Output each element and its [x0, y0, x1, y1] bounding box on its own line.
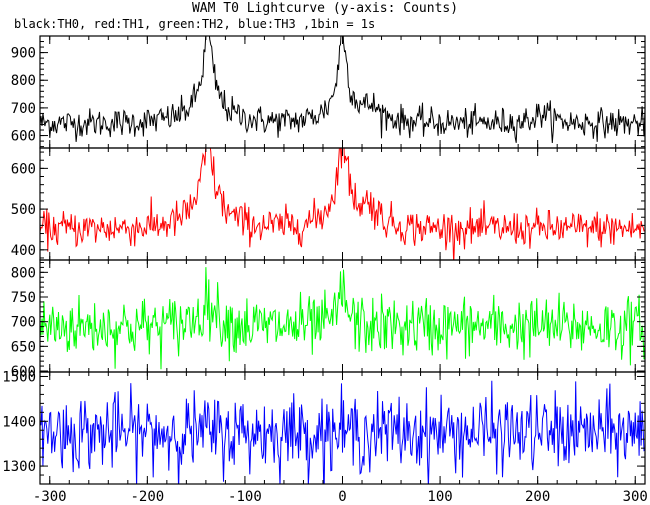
- x-tick-label: 300: [623, 489, 648, 505]
- y-tick-label: 400: [11, 243, 36, 259]
- x-tick-label: 0: [338, 489, 346, 505]
- x-tick-label: -300: [33, 489, 67, 505]
- y-tick-label: 650: [11, 339, 36, 355]
- series-line-th1: [40, 148, 645, 260]
- panel-frame: [39, 259, 646, 373]
- x-tick-label: -100: [228, 489, 262, 505]
- series-line-th3: [40, 380, 645, 484]
- y-tick-label: 600: [11, 161, 36, 177]
- x-tick-label: -200: [130, 489, 164, 505]
- y-tick-label: 750: [11, 290, 36, 306]
- y-tick-label: 1400: [2, 414, 36, 430]
- chart-title: WAM T0 Lightcurve (y-axis: Counts): [191, 1, 459, 16]
- y-tick-label: 900: [11, 46, 36, 62]
- series-line-th2: [40, 267, 645, 370]
- y-tick-label: 800: [11, 73, 36, 89]
- series-line-th0: [40, 36, 645, 144]
- y-tick-label: 700: [11, 101, 36, 117]
- y-tick-label: 700: [11, 315, 36, 331]
- y-tick-label: 1300: [2, 459, 36, 475]
- x-tick-label: 200: [525, 489, 550, 505]
- y-tick-label: 600: [11, 129, 36, 145]
- y-tick-label: 1500: [2, 369, 36, 385]
- y-tick-label: 800: [11, 265, 36, 281]
- panel-frame: [39, 35, 646, 149]
- chart-legend-text: black:TH0, red:TH1, green:TH2, blue:TH3 …: [14, 17, 376, 31]
- x-tick-label: 100: [427, 489, 452, 505]
- y-tick-label: 500: [11, 202, 36, 218]
- y-tick-label: 600: [11, 364, 36, 380]
